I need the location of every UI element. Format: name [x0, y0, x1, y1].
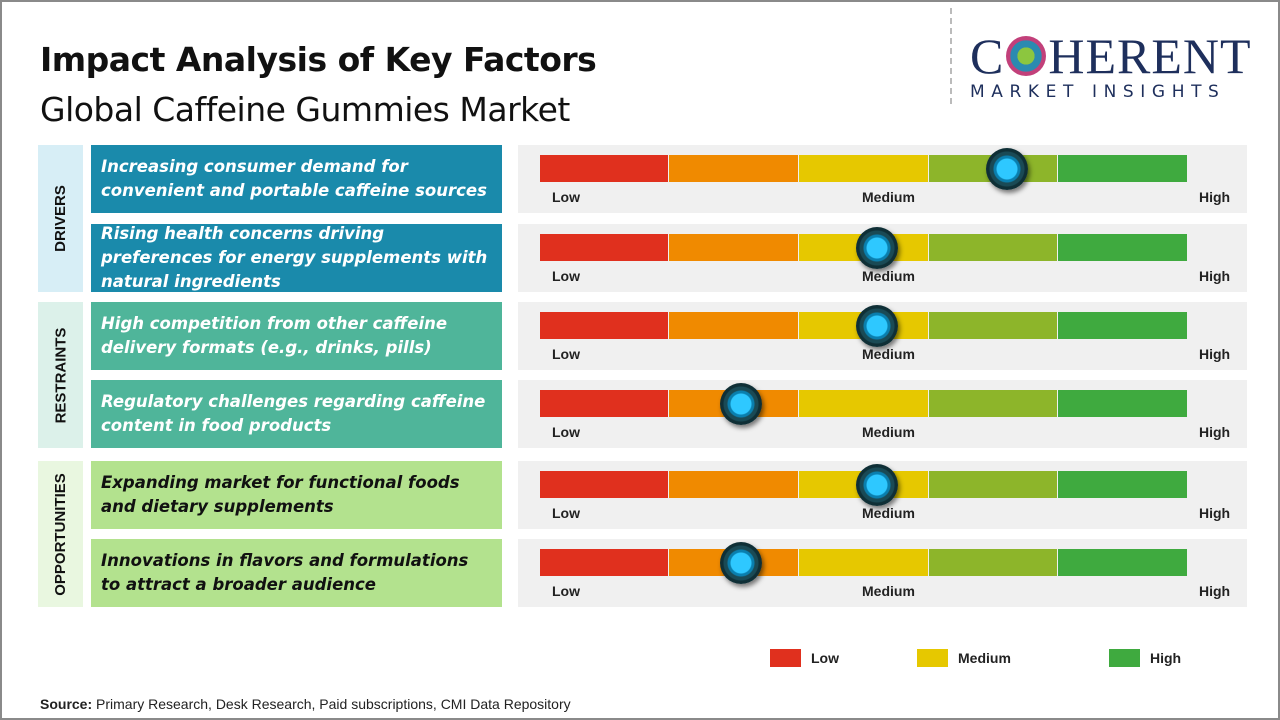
gauge-segment — [1058, 549, 1187, 576]
gauge-segment — [669, 471, 798, 498]
gauge-high-label: High — [1199, 346, 1231, 362]
factor-box: Regulatory challenges regarding caffeine… — [91, 380, 502, 448]
gauge-low-label: Low — [552, 424, 580, 440]
gauge-medium-label: Medium — [862, 505, 915, 521]
gauge-segment — [799, 390, 928, 417]
category-label-drivers: DRIVERS — [38, 145, 83, 292]
gauge-segment — [1058, 312, 1187, 339]
impact-gauge: Low Medium High — [518, 302, 1247, 370]
impact-gauge: Low Medium High — [518, 145, 1247, 213]
impact-gauge: Low Medium High — [518, 224, 1247, 292]
gauge-segment — [540, 234, 668, 261]
factor-box: Increasing consumer demand for convenien… — [91, 145, 502, 213]
gauge-high-label: High — [1199, 583, 1231, 599]
divider — [950, 8, 952, 104]
gauge-medium-label: Medium — [862, 346, 915, 362]
impact-indicator-knob — [855, 464, 898, 506]
gauge-segment — [669, 155, 798, 182]
legend-swatch — [770, 649, 801, 667]
gauge-low-label: Low — [552, 346, 580, 362]
category-label-opportunities: OPPORTUNITIES — [38, 461, 83, 607]
impact-indicator-knob — [855, 305, 898, 347]
category-label-restraints: RESTRAINTS — [38, 302, 83, 448]
gauge-segment — [669, 234, 798, 261]
company-logo: C HERENT MARKET INSIGHTS — [970, 28, 1252, 102]
impact-gauge: Low Medium High — [518, 539, 1247, 607]
impact-indicator-knob — [719, 542, 762, 584]
gauge-medium-label: Medium — [862, 583, 915, 599]
gauge-segment — [929, 471, 1057, 498]
legend-swatch — [917, 649, 948, 667]
gauge-segment — [669, 312, 798, 339]
gauge-segment — [1058, 234, 1187, 261]
factor-box: Rising health concerns driving preferenc… — [91, 224, 502, 292]
gauge-segment — [929, 234, 1057, 261]
globe-icon — [1006, 36, 1047, 76]
gauge-segment — [1058, 471, 1187, 498]
gauge-medium-label: Medium — [862, 189, 915, 205]
legend-item: Low — [770, 649, 839, 667]
gauge-segment — [929, 390, 1057, 417]
legend-item: High — [1109, 649, 1181, 667]
page-title: Impact Analysis of Key Factors — [40, 40, 597, 79]
gauge-segment — [929, 549, 1057, 576]
gauge-low-label: Low — [552, 583, 580, 599]
gauge-high-label: High — [1199, 189, 1231, 205]
gauge-high-label: High — [1199, 268, 1231, 284]
page-subtitle: Global Caffeine Gummies Market — [40, 90, 570, 129]
gauge-segment — [540, 549, 668, 576]
gauge-segment — [1058, 390, 1187, 417]
gauge-high-label: High — [1199, 505, 1231, 521]
gauge-segment — [540, 390, 668, 417]
gauge-segment — [929, 312, 1057, 339]
gauge-segment — [540, 312, 668, 339]
impact-gauge: Low Medium High — [518, 461, 1247, 529]
gauge-low-label: Low — [552, 189, 580, 205]
impact-indicator-knob — [719, 383, 762, 425]
legend-swatch — [1109, 649, 1140, 667]
source-note: Source: Primary Research, Desk Research,… — [40, 696, 571, 712]
gauge-low-label: Low — [552, 268, 580, 284]
impact-gauge: Low Medium High — [518, 380, 1247, 448]
impact-indicator-knob — [855, 227, 898, 269]
gauge-segment — [1058, 155, 1187, 182]
factor-box: High competition from other caffeine del… — [91, 302, 502, 370]
factor-box: Innovations in flavors and formulations … — [91, 539, 502, 607]
gauge-medium-label: Medium — [862, 268, 915, 284]
gauge-segment — [799, 549, 928, 576]
impact-indicator-knob — [985, 148, 1028, 190]
factor-box: Expanding market for functional foods an… — [91, 461, 502, 529]
gauge-segment — [799, 155, 928, 182]
gauge-segment — [540, 471, 668, 498]
legend-item: Medium — [917, 649, 1011, 667]
gauge-high-label: High — [1199, 424, 1231, 440]
gauge-medium-label: Medium — [862, 424, 915, 440]
gauge-segment — [540, 155, 668, 182]
gauge-low-label: Low — [552, 505, 580, 521]
